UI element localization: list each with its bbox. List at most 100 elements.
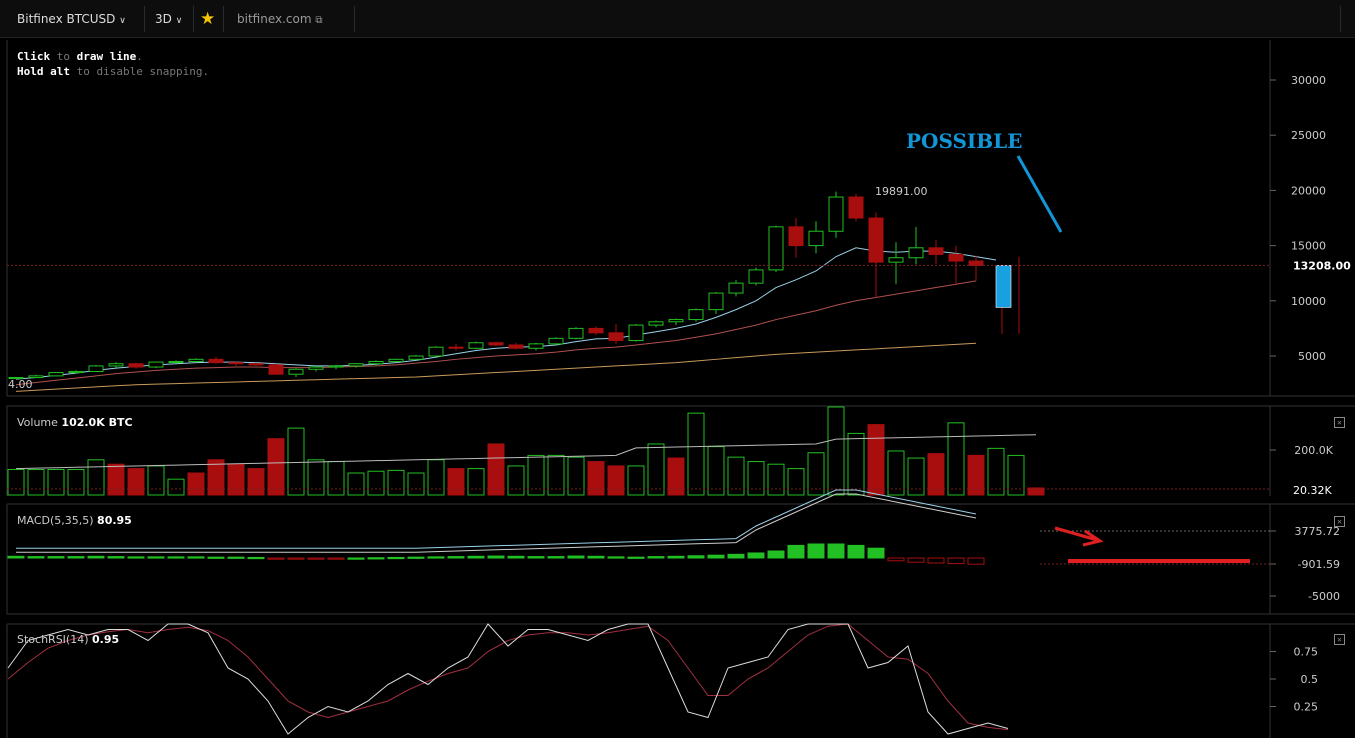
macd-hist-bar xyxy=(307,557,325,560)
volume-bar xyxy=(827,406,845,496)
volume-bar xyxy=(407,472,425,496)
volume-bar xyxy=(927,453,945,496)
macd-hist-bar xyxy=(347,557,365,560)
volume-bar xyxy=(787,468,805,496)
volume-legend: Volume 102.0K BTC xyxy=(17,416,133,429)
volume-bar xyxy=(947,422,965,496)
candle-body xyxy=(628,324,644,342)
volume-bar xyxy=(167,478,185,496)
close-macd-icon[interactable]: ✕ xyxy=(1334,516,1345,527)
stoch-tick-label: 0.25 xyxy=(1294,701,1319,714)
current-price-bg xyxy=(1278,258,1355,273)
left-price-label: 4.00 xyxy=(8,378,33,391)
candle-body xyxy=(888,257,904,263)
volume-bar xyxy=(807,452,825,496)
symbol-label: Bitfinex BTCUSD xyxy=(17,12,116,26)
candle-body xyxy=(748,269,764,284)
interval-selector[interactable]: 3D ∨ xyxy=(155,6,182,32)
stoch-d-line xyxy=(7,623,1009,731)
macd-hist-bar xyxy=(767,550,785,559)
macd-hist-bar xyxy=(687,555,705,559)
macd-hist-bar xyxy=(547,556,565,559)
candle-body xyxy=(308,366,324,370)
candle-body xyxy=(588,327,604,334)
macd-hist-bar xyxy=(927,557,945,564)
macd-hist-bar xyxy=(427,556,445,559)
volume-bar xyxy=(987,447,1005,496)
close-volume-icon[interactable]: ✕ xyxy=(1334,417,1345,428)
volume-bar xyxy=(487,443,505,496)
possible-annotation: POSSIBLE xyxy=(906,129,1022,153)
volume-bar xyxy=(1027,487,1045,496)
macd-hist-bar xyxy=(567,555,585,559)
volume-bar xyxy=(147,465,165,496)
symbol-selector[interactable]: Bitfinex BTCUSD ∨ xyxy=(17,6,126,32)
stoch-tick-label: 0.75 xyxy=(1294,646,1319,659)
macd-hist-bar xyxy=(107,556,125,559)
macd-hist-bar xyxy=(47,556,65,559)
volume-bar xyxy=(527,454,545,496)
volume-bar xyxy=(727,456,745,496)
volume-bar xyxy=(747,461,765,496)
macd-hist-bar xyxy=(227,556,245,559)
macd-hist-bar xyxy=(727,553,745,559)
volume-bar xyxy=(327,461,345,496)
macd-hist-bar xyxy=(367,557,385,560)
price-tick-label: 5000 xyxy=(1298,350,1326,363)
macd-hist-bar xyxy=(487,555,505,559)
volume-bar xyxy=(287,427,305,496)
macd-hist-bar xyxy=(27,556,45,559)
candle-body xyxy=(48,372,64,377)
site-link[interactable]: bitfinex.com ⧉ xyxy=(237,6,323,32)
volume-bar xyxy=(267,438,285,496)
volume-bar xyxy=(247,468,265,496)
price-pane: 30000 25000 20000 15000 10000 5000 13208.00 198… xyxy=(7,74,1355,392)
chart-area[interactable]: 30000 25000 20000 15000 10000 5000 13208.00 198… xyxy=(0,38,1355,738)
volume-bar xyxy=(107,463,125,496)
candle-body xyxy=(708,292,724,311)
price-tick-label: 20000 xyxy=(1291,184,1326,197)
candle-body xyxy=(968,260,984,266)
volume-bar xyxy=(847,432,865,496)
macd-hist-bar xyxy=(807,543,825,559)
candle-body xyxy=(168,361,184,364)
candle-body xyxy=(368,361,384,365)
divider xyxy=(223,6,224,32)
price-tick-label: 25000 xyxy=(1291,129,1326,142)
volume-bar xyxy=(447,468,465,496)
macd-hist-bar xyxy=(607,556,625,559)
candle-body xyxy=(848,196,864,219)
stoch-k-line xyxy=(7,623,1009,735)
candle-body xyxy=(788,226,804,247)
macd-hist-bar xyxy=(447,556,465,559)
interval-label: 3D xyxy=(155,12,172,26)
volume-bar xyxy=(87,459,105,496)
annotation-pointer-line xyxy=(1016,155,1063,233)
candle-body xyxy=(208,358,224,364)
macd-hist-bar xyxy=(247,556,265,560)
candle-body xyxy=(768,226,784,271)
macd-hist-bar xyxy=(947,557,965,565)
macd-hist-bar xyxy=(967,557,985,565)
volume-bar xyxy=(307,459,325,496)
ema-fast-line xyxy=(15,247,997,380)
red-arrow-line xyxy=(1054,526,1098,542)
close-stochrsi-icon[interactable]: ✕ xyxy=(1334,634,1345,645)
candle-body xyxy=(548,337,564,345)
site-label: bitfinex.com xyxy=(237,12,312,26)
candle-body xyxy=(328,365,344,368)
candle-body xyxy=(448,346,464,349)
candle-body xyxy=(608,332,624,342)
volume-bar xyxy=(687,412,705,496)
candle-body xyxy=(868,217,884,263)
candle-body xyxy=(468,342,484,349)
macd-hist-bar xyxy=(147,556,165,559)
star-icon[interactable]: ★ xyxy=(200,9,216,29)
candle-body xyxy=(808,230,824,247)
macd-hist-bar xyxy=(207,556,225,559)
macd-line xyxy=(16,489,977,549)
high-label: 19891.00 xyxy=(875,185,928,198)
candle-body xyxy=(828,196,844,232)
macd-hist-bar xyxy=(507,555,525,559)
volume-bar xyxy=(467,468,485,496)
